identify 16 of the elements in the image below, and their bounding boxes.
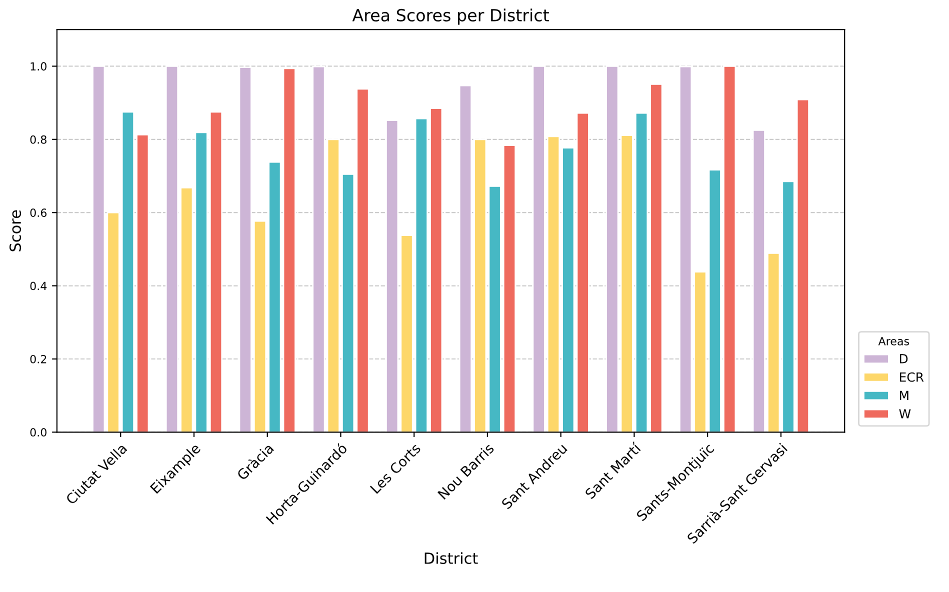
y-axis-title: Score bbox=[9, 210, 22, 252]
y-tick-label: 1.0 bbox=[30, 62, 46, 71]
x-axis-title: District bbox=[424, 552, 478, 564]
y-tick-label: 0.0 bbox=[30, 428, 46, 437]
chart-title: Area Scores per District bbox=[352, 8, 549, 25]
legend-title: Areas bbox=[878, 337, 910, 346]
legend-label: D bbox=[900, 354, 908, 364]
y-tick-label: 0.6 bbox=[30, 208, 47, 217]
bar bbox=[606, 66, 619, 432]
y-tick-label: 0.4 bbox=[30, 282, 47, 290]
legend-label: W bbox=[899, 409, 911, 418]
y-tick-label: 0.8 bbox=[30, 135, 46, 144]
bar bbox=[576, 112, 590, 432]
y-tick-label: 0.2 bbox=[30, 354, 46, 364]
legend-label: M bbox=[900, 390, 908, 400]
legend-label: ECR bbox=[900, 372, 924, 382]
